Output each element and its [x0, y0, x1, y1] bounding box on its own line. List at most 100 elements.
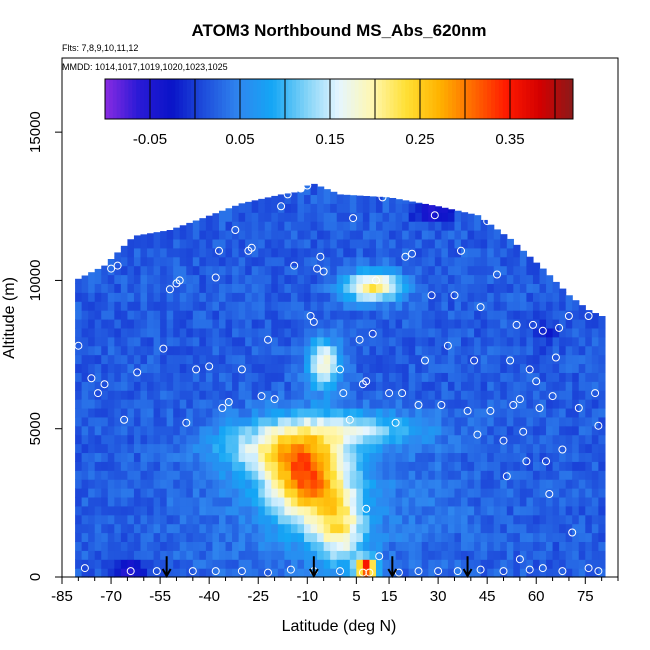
heatmap-cell [362, 461, 371, 471]
heatmap-cell [166, 336, 174, 347]
heatmap-cell [395, 372, 403, 382]
y-tick-label: 15000 [27, 111, 44, 153]
heatmap-cell [205, 452, 214, 462]
heatmap-cell [251, 532, 259, 543]
colorbar-segment [534, 79, 539, 119]
heatmap-cell [140, 354, 148, 365]
heatmap-cell [402, 425, 410, 436]
heatmap-cell [500, 354, 508, 365]
heatmap-cell [179, 354, 187, 365]
heatmap-cell [75, 372, 83, 382]
heatmap-cell [506, 363, 514, 373]
heatmap-cell [461, 514, 469, 525]
heatmap-cell [461, 354, 469, 365]
heatmap-cell [546, 372, 554, 382]
heatmap-cell [336, 230, 344, 240]
heatmap-cell [591, 514, 599, 525]
heatmap-cell [395, 541, 403, 551]
heatmap-cell [539, 488, 547, 498]
heatmap-cell [107, 443, 115, 454]
heatmap-cell [487, 541, 495, 551]
heatmap-cell [598, 327, 606, 338]
heatmap-cell [232, 336, 240, 347]
heatmap-cell [277, 496, 285, 507]
heatmap-cell [559, 288, 567, 293]
heatmap-cell [382, 203, 390, 213]
heatmap-cell [317, 221, 325, 231]
heatmap-cell [205, 283, 214, 293]
heatmap-cell [585, 568, 593, 578]
heatmap-cell [75, 310, 83, 320]
heatmap-cell [467, 256, 475, 267]
heatmap-cell [310, 247, 318, 258]
heatmap-cell [369, 221, 377, 231]
heatmap-cell [532, 301, 541, 311]
heatmap-cell [559, 496, 567, 507]
heatmap-cell [349, 399, 357, 409]
heatmap-cell [487, 310, 495, 320]
heatmap-cell [519, 345, 528, 356]
heatmap-cell [179, 505, 187, 516]
heatmap-cell [441, 505, 449, 516]
heatmap-cell [133, 425, 142, 436]
heatmap-cell [349, 265, 357, 276]
colorbar-segment [424, 79, 430, 119]
heatmap-cell [245, 479, 253, 489]
heatmap-cell [277, 336, 285, 347]
heatmap-cell [232, 372, 240, 382]
heatmap-cell [408, 363, 416, 373]
heatmap-cell [572, 372, 580, 382]
heatmap-cell [245, 256, 253, 267]
heatmap-cell [447, 541, 456, 551]
heatmap-cell [467, 345, 475, 356]
heatmap-cell [552, 488, 560, 498]
heatmap-cell [591, 523, 599, 534]
heatmap-cell [474, 479, 482, 489]
heatmap-cell [140, 532, 148, 543]
colorbar-segment [385, 79, 391, 119]
heatmap-cell [591, 407, 599, 418]
heatmap-cell [441, 550, 449, 560]
heatmap-cell [304, 541, 312, 551]
heatmap-cell [493, 238, 501, 249]
heatmap-cell [369, 238, 377, 249]
colorbar-segment [553, 79, 558, 119]
heatmap-cell [565, 295, 573, 302]
heatmap-cell [101, 425, 109, 436]
heatmap-cell [271, 399, 279, 409]
heatmap-cell [519, 505, 528, 516]
heatmap-cell [245, 381, 253, 391]
heatmap-cell [506, 345, 514, 356]
heatmap-cell [232, 345, 240, 356]
heatmap-cell [546, 470, 554, 480]
heatmap-cell [192, 541, 200, 551]
heatmap-cell [245, 283, 253, 293]
heatmap-cell [310, 434, 318, 445]
heatmap-cell [362, 345, 371, 356]
heatmap-cell [415, 203, 423, 213]
heatmap-cell [356, 318, 364, 329]
heatmap-cell [447, 310, 456, 320]
x-tick-label: -25 [247, 588, 269, 605]
heatmap-cell [232, 221, 240, 231]
heatmap-cell [330, 292, 338, 302]
heatmap-cell [277, 203, 285, 213]
heatmap-cell [284, 452, 292, 462]
heatmap-cell [232, 283, 240, 293]
heatmap-cell [186, 354, 194, 365]
heatmap-cell [421, 390, 429, 400]
heatmap-cell [212, 292, 220, 302]
heatmap-cell [160, 390, 168, 400]
heatmap-cell [500, 399, 508, 409]
heatmap-cell [245, 247, 253, 258]
heatmap-cell [552, 550, 560, 560]
heatmap-cell [441, 318, 449, 329]
heatmap-cell [153, 390, 161, 400]
heatmap-cell [310, 301, 318, 311]
heatmap-cell [153, 336, 161, 347]
heatmap-cell [304, 496, 312, 507]
colorbar-segment [459, 79, 465, 119]
heatmap-cell [127, 336, 135, 347]
heatmap-cell [539, 336, 547, 347]
heatmap-cell [428, 514, 436, 525]
